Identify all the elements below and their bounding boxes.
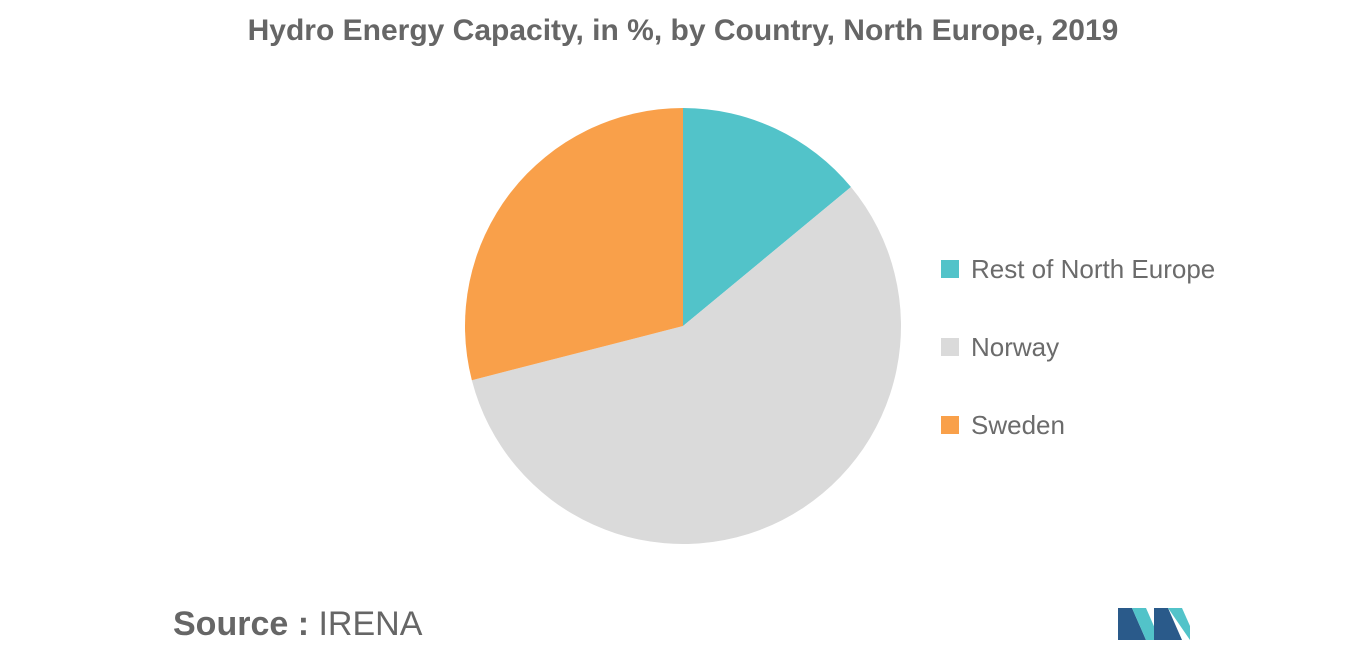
legend-item-norway: Norway <box>941 308 1215 386</box>
legend-item-rest-of-north-europe: Rest of North Europe <box>941 230 1215 308</box>
source-value: IRENA <box>318 605 423 643</box>
legend-label: Norway <box>971 331 1060 362</box>
source-note: Source : IRENA <box>173 605 422 644</box>
legend-label: Sweden <box>971 409 1065 440</box>
legend-swatch <box>941 338 959 356</box>
legend-swatch <box>941 260 959 278</box>
chart-title: Hydro Energy Capacity, in %, by Country,… <box>247 14 1119 47</box>
company-logo-icon <box>1118 608 1190 640</box>
legend-label: Rest of North Europe <box>971 253 1216 284</box>
pie-chart <box>465 108 902 545</box>
chart-legend: Rest of North Europe Norway Sweden <box>941 230 1215 464</box>
pie-slice-rest-of-north-europe <box>683 108 851 326</box>
source-prefix: Source : <box>173 605 319 643</box>
pie-slice-sweden <box>465 108 683 381</box>
pie-slice-norway <box>471 187 902 545</box>
legend-item-sweden: Sweden <box>941 386 1215 464</box>
legend-swatch <box>941 416 959 434</box>
